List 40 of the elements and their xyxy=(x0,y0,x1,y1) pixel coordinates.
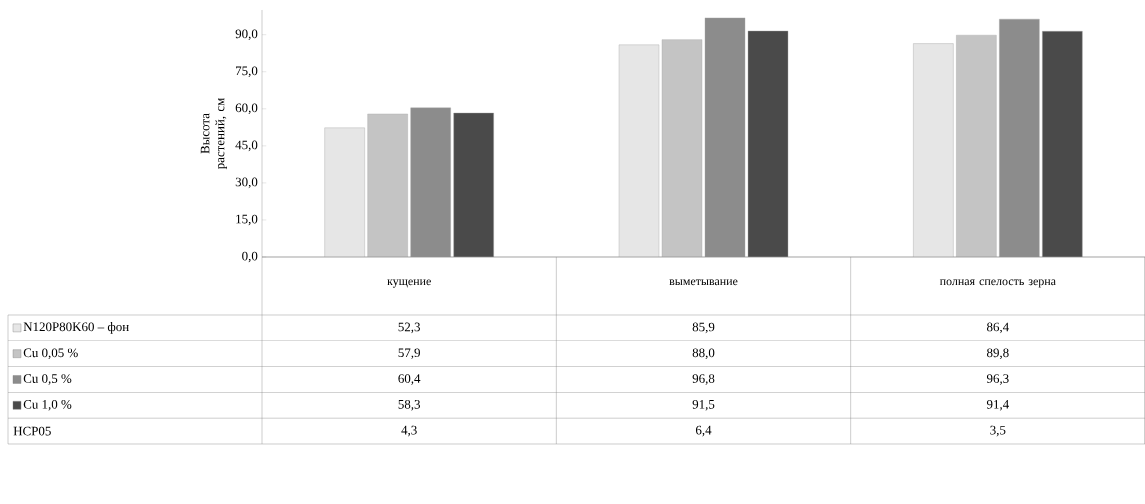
bar xyxy=(661,39,703,257)
bar xyxy=(747,30,789,257)
data-label: 86,4 xyxy=(987,322,1009,334)
legend-label: N120P80K60 – фон xyxy=(23,322,129,334)
data-label: 85,9 xyxy=(692,322,715,334)
bar xyxy=(324,127,365,257)
text: НСР05 xyxy=(13,426,51,436)
legend-label: Cu 1,0 % xyxy=(23,399,72,411)
x-tick-label: кущение xyxy=(387,279,431,288)
y-tick-label: 15,0 xyxy=(236,214,258,226)
data-label: 88,0 xyxy=(692,348,715,359)
data-label: 96,8 xyxy=(692,374,715,385)
text: 4,3 xyxy=(401,425,417,437)
x-tick-label: выметывание xyxy=(669,279,738,286)
y-tick-label: 75,0 xyxy=(236,66,258,78)
y-tick-label: 0,0 xyxy=(242,251,258,263)
y-axis-title: Высота растений, см xyxy=(200,97,227,170)
text: 3,5 xyxy=(990,425,1006,437)
data-label: 52,3 xyxy=(398,322,420,334)
legend-label: Cu 0,5 % xyxy=(23,374,72,385)
bar xyxy=(367,113,408,257)
bar xyxy=(618,44,660,257)
x-tick-label: полная спелость зерна xyxy=(939,279,1056,288)
text: 6,4 xyxy=(695,425,712,437)
y-tick-label: 45,0 xyxy=(235,140,258,152)
legend-label: Cu 0,05 % xyxy=(23,348,78,359)
y-tick-label: 90,0 xyxy=(235,29,258,41)
bar xyxy=(956,34,997,257)
data-label: 91,4 xyxy=(986,400,1009,411)
y-tick-label: 60,0 xyxy=(235,103,258,115)
data-label: 57,9 xyxy=(398,348,420,359)
bar xyxy=(453,112,494,257)
data-label: 89,8 xyxy=(987,348,1009,359)
data-label: 96,3 xyxy=(986,374,1009,385)
data-label: 91,5 xyxy=(692,400,715,411)
y-tick-label: 30,0 xyxy=(235,177,258,189)
data-label: 58,3 xyxy=(398,399,420,411)
bar xyxy=(913,43,954,257)
bar xyxy=(1042,31,1083,257)
data-label: 60,4 xyxy=(398,374,421,385)
